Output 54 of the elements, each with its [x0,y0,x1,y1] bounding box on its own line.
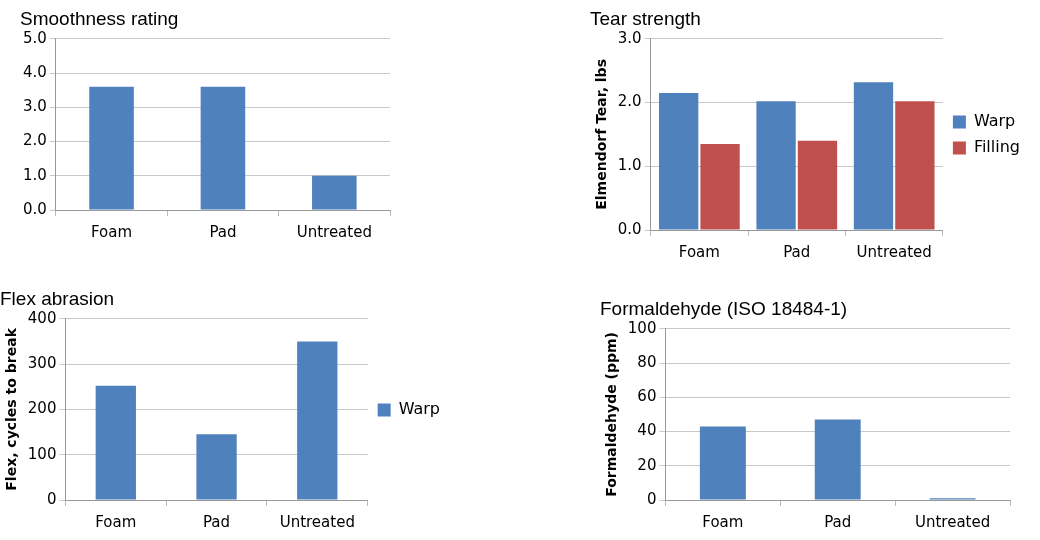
y-tick-label: 4.0 [23,62,47,81]
bar [814,419,861,500]
bar [797,140,838,230]
x-tick-label: Foam [678,242,720,261]
bar [756,101,796,230]
y-tick-label: 60 [637,387,657,406]
bar [659,92,699,230]
y-tick-label: 100 [627,318,657,337]
chart-title: Smoothness rating [20,7,179,29]
x-tick-label: Foam [95,512,137,531]
y-tick-label: 20 [637,455,657,474]
bar [95,385,136,500]
x-tick-label: Untreated [296,222,372,241]
y-tick-label: 3.0 [23,97,47,116]
y-tick-label: 3.0 [617,28,642,47]
legend-label: Warp [398,399,441,419]
x-tick-label: Pad [824,512,852,531]
x-tick-label: Pad [209,222,237,241]
bar [895,101,935,230]
y-tick-label: 0.0 [617,219,642,238]
legend-label: Filling [973,137,1021,157]
x-tick-label: Untreated [914,512,991,531]
y-tick-label: 400 [27,308,57,327]
x-tick-label: Foam [91,222,133,241]
y-tick-label: 300 [27,353,57,372]
bar [699,426,746,500]
y-tick-label: 200 [27,399,57,418]
y-tick-label: 2.0 [23,131,47,150]
bar [196,434,237,500]
y-tick-label: 100 [27,444,57,463]
y-axis-title: Elmendorf Tear, lbs [593,59,610,210]
legend-label: Warp [973,111,1016,131]
y-tick-label: 40 [637,421,657,440]
x-tick-label: Pad [203,512,231,531]
y-tick-label: 2.0 [617,92,642,111]
chart-title: Formaldehyde (ISO 18484-1) [600,297,848,319]
y-axis-title: Formaldehyde (ppm) [603,332,620,497]
y-tick-label: 5.0 [23,28,47,47]
y-tick-label: 0 [46,489,57,508]
y-axis-title: Flex, cycles to break [3,327,20,491]
y-tick-label: 0.0 [23,199,47,218]
bar [700,143,740,230]
bar [853,82,894,230]
x-tick-label: Foam [702,512,744,531]
y-tick-label: 1.0 [617,156,642,175]
bar [297,341,338,500]
x-tick-label: Untreated [856,242,932,261]
y-tick-label: 80 [637,352,657,371]
y-tick-label: 0 [646,489,657,508]
x-tick-label: Untreated [279,512,355,531]
x-tick-label: Pad [783,242,811,261]
chart-title: Flex abrasion [0,287,115,309]
chart-title: Tear strength [590,7,701,29]
y-tick-label: 1.0 [23,165,47,184]
